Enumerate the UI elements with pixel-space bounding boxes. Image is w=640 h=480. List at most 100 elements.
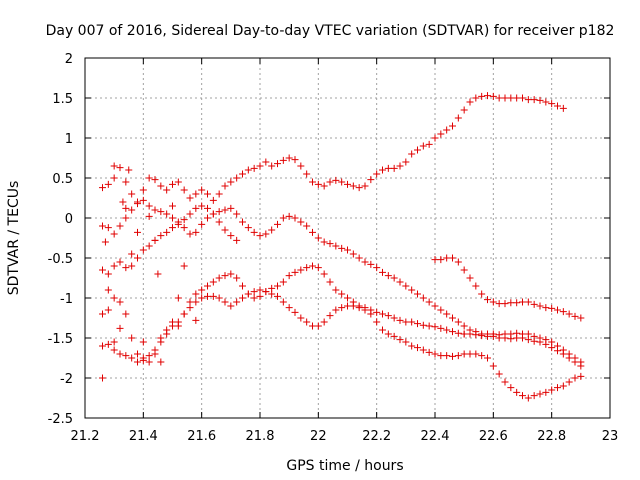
data-point	[437, 256, 445, 264]
data-point	[291, 214, 299, 222]
data-point	[536, 338, 544, 346]
data-point	[233, 236, 241, 244]
data-point	[274, 282, 281, 290]
data-point	[507, 94, 515, 102]
data-point	[174, 294, 182, 302]
data-point	[326, 240, 334, 248]
data-point	[139, 356, 147, 364]
data-point	[145, 352, 153, 360]
data-point	[215, 218, 223, 226]
data-point	[215, 294, 223, 302]
data-point	[122, 178, 130, 186]
data-point	[303, 170, 311, 178]
data-point	[437, 130, 445, 138]
data-point	[361, 306, 369, 314]
data-point	[548, 344, 556, 352]
data-point	[478, 352, 486, 360]
data-point	[186, 230, 194, 238]
data-point	[548, 386, 556, 394]
data-point	[449, 328, 456, 336]
data-point	[250, 288, 258, 296]
data-point	[285, 304, 293, 312]
data-point	[431, 323, 439, 331]
data-point	[110, 294, 118, 302]
data-point	[134, 200, 141, 208]
data-point	[396, 162, 404, 170]
data-point	[163, 228, 171, 236]
data-point	[408, 342, 416, 350]
data-point	[530, 300, 538, 308]
series-track-6	[431, 254, 585, 322]
data-point	[344, 180, 351, 188]
data-point	[180, 186, 188, 194]
data-point	[326, 178, 334, 186]
data-point	[151, 236, 159, 244]
data-point	[116, 324, 124, 332]
data-point	[209, 196, 217, 204]
data-point	[536, 96, 544, 104]
data-point	[291, 156, 299, 164]
data-point	[151, 346, 159, 354]
data-point	[390, 164, 398, 172]
data-point	[559, 104, 567, 112]
chart-title: Day 007 of 2016, Sidereal Day-to-day VTE…	[46, 23, 615, 39]
data-point	[110, 338, 118, 346]
data-point	[169, 214, 176, 222]
data-point	[104, 180, 112, 188]
data-point	[180, 310, 188, 318]
data-point	[565, 310, 573, 318]
data-point	[431, 350, 439, 358]
data-point	[233, 210, 241, 218]
data-point	[519, 392, 526, 400]
data-point	[233, 274, 241, 282]
data-point	[571, 358, 579, 366]
data-point	[571, 312, 579, 320]
data-point	[297, 218, 305, 226]
x-tick-label: 22.2	[362, 429, 391, 444]
data-point	[367, 176, 375, 184]
data-point	[134, 254, 141, 262]
data-point	[390, 332, 398, 340]
data-point	[338, 178, 346, 186]
data-point	[478, 290, 486, 298]
x-tick-label: 22.6	[479, 429, 508, 444]
data-point	[221, 206, 229, 214]
data-point	[355, 304, 363, 312]
data-point	[577, 372, 585, 380]
data-point	[501, 378, 509, 386]
data-point	[355, 184, 363, 192]
data-point	[396, 336, 404, 344]
data-point	[542, 388, 550, 396]
data-point	[326, 278, 334, 286]
data-point	[139, 186, 147, 194]
y-tick-label: 1	[65, 132, 73, 147]
data-point	[507, 384, 515, 392]
data-point	[192, 290, 200, 298]
data-point	[145, 358, 153, 366]
x-tick-label: 22	[310, 429, 327, 444]
data-point	[227, 178, 235, 186]
data-point	[157, 182, 165, 190]
data-point	[338, 304, 346, 312]
data-point	[460, 266, 468, 274]
data-point	[454, 329, 462, 337]
data-point	[332, 242, 340, 250]
data-point	[379, 310, 386, 318]
data-point	[379, 326, 386, 334]
data-point	[472, 350, 480, 358]
data-point	[314, 234, 322, 242]
data-point	[209, 278, 217, 286]
data-point	[460, 106, 468, 114]
y-tick-label: -0.5	[48, 252, 73, 267]
data-point	[513, 299, 521, 307]
data-point	[239, 294, 246, 302]
data-point	[396, 278, 404, 286]
data-point	[151, 206, 159, 214]
data-point	[99, 342, 106, 350]
data-point	[233, 298, 241, 306]
data-point	[198, 186, 206, 194]
data-point	[163, 186, 171, 194]
data-point	[460, 322, 468, 330]
data-point	[384, 330, 392, 338]
data-point	[154, 270, 162, 278]
